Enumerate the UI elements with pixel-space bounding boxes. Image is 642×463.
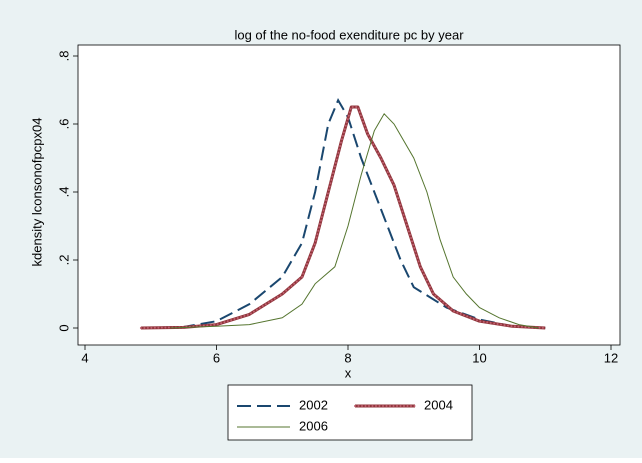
density-line <box>139 106 547 329</box>
x-tick-label: 12 <box>604 350 618 365</box>
legend <box>227 384 473 441</box>
legend-label: 2002 <box>299 397 328 412</box>
chart-title: log of the no-food exenditure pc by year <box>234 27 464 42</box>
x-tick-label: 6 <box>213 350 220 365</box>
density-line <box>170 112 539 329</box>
y-tick-label: .2 <box>56 255 71 266</box>
x-tick-label: 8 <box>344 350 351 365</box>
legend-label: 2006 <box>299 418 328 433</box>
x-axis-label: x <box>345 365 352 380</box>
x-tick-label: 10 <box>472 350 486 365</box>
y-tick-label: .6 <box>56 119 71 130</box>
plot-area <box>77 44 621 346</box>
y-tick-label: 0 <box>56 324 71 331</box>
y-tick-label: .4 <box>56 187 71 198</box>
legend-label: 2004 <box>424 397 453 412</box>
x-tick-label: 4 <box>81 350 88 365</box>
y-tick-label: .8 <box>56 51 71 62</box>
y-axis-label: kdensity lconsonofpcpx04 <box>29 118 44 267</box>
